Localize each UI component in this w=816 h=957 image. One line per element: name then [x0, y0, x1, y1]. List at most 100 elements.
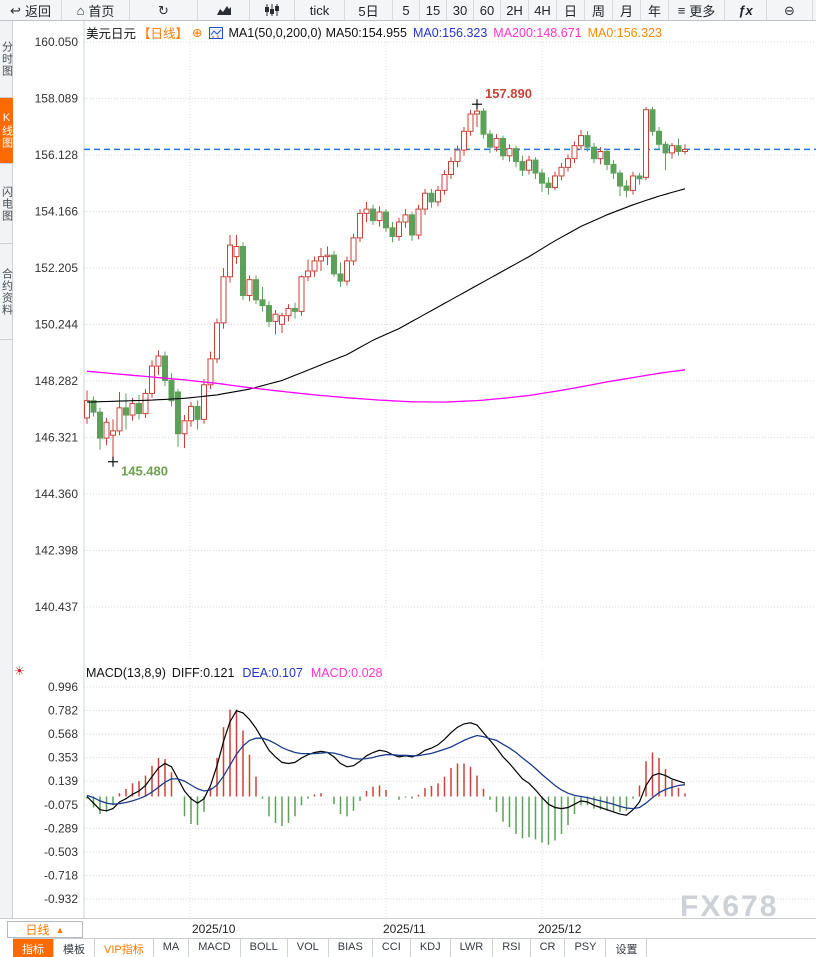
- ma200-value: MA200:148.671: [493, 25, 582, 40]
- svg-text:-0.718: -0.718: [44, 868, 78, 882]
- tick-button[interactable]: tick: [295, 0, 345, 20]
- tab-CR[interactable]: CR: [531, 939, 566, 957]
- tab-BOLL[interactable]: BOLL: [241, 939, 288, 957]
- candles-layer: [84, 104, 688, 462]
- indicator-settings-sun-icon[interactable]: ☀: [14, 664, 25, 678]
- tab-KDJ[interactable]: KDJ: [411, 939, 451, 957]
- svg-text:158.089: 158.089: [35, 92, 79, 106]
- period-4h-button[interactable]: 4H: [529, 0, 557, 20]
- sidebar-tab-合约资料[interactable]: 合约资料: [0, 244, 13, 340]
- svg-text:-0.503: -0.503: [44, 845, 78, 859]
- period-60-button[interactable]: 60: [474, 0, 501, 20]
- ma200-line: [86, 369, 686, 403]
- ma-indicator-icon[interactable]: [208, 26, 223, 39]
- back-button[interactable]: ↩ 返回: [0, 0, 62, 20]
- tab-MA[interactable]: MA: [154, 939, 190, 957]
- x-axis-label: 2025/11: [383, 922, 426, 936]
- svg-text:160.050: 160.050: [35, 35, 79, 49]
- macd-grid: 0.996 0.782 0.568 0.353 0.139 -0.075 -0.289 -0.…: [44, 660, 816, 918]
- period-15-button[interactable]: 15: [420, 0, 447, 20]
- macd-dea-line: [86, 734, 686, 810]
- ma50-value: MA50:154.955: [325, 25, 407, 40]
- tab-VOL[interactable]: VOL: [288, 939, 329, 957]
- line-chart-button[interactable]: [198, 0, 250, 20]
- tab-CCI[interactable]: CCI: [373, 939, 411, 957]
- period-day-label: 日: [563, 3, 577, 19]
- period-month-button[interactable]: 月: [613, 0, 641, 20]
- period-60-label: 60: [479, 2, 495, 18]
- tab-RSI[interactable]: RSI: [493, 939, 531, 957]
- svg-text:148.282: 148.282: [35, 374, 79, 388]
- candlestick-icon: [265, 4, 279, 16]
- price-chart[interactable]: 160.050 158.089 156.128 154.166 152.205 150.2…: [14, 20, 816, 660]
- period-4h-label: 4H: [534, 2, 551, 18]
- period-tag: 【日线】: [138, 27, 189, 41]
- svg-text:140.437: 140.437: [35, 600, 79, 614]
- period-day-button[interactable]: 日: [557, 0, 585, 20]
- macd-chart[interactable]: 0.996 0.782 0.568 0.353 0.139 -0.075 -0.289 -0.…: [14, 660, 816, 918]
- ma0-blue-value: MA0:156.323: [412, 25, 488, 40]
- period-15-label: 15: [425, 2, 441, 18]
- ma50-line: [86, 188, 686, 403]
- period-2h-button[interactable]: 2H: [501, 0, 529, 20]
- back-icon: ↩: [10, 2, 21, 18]
- period-5-label: 5: [402, 2, 410, 18]
- tab-MACD[interactable]: MACD: [189, 939, 241, 957]
- more-icon: ≡: [677, 2, 686, 18]
- svg-text:152.205: 152.205: [35, 261, 79, 275]
- tab-模板[interactable]: 模板: [54, 939, 95, 957]
- low-annotation: 145.480: [121, 464, 168, 479]
- tab-指标[interactable]: 指标: [13, 939, 54, 957]
- svg-text:-0.932: -0.932: [44, 892, 78, 906]
- add-symbol-icon[interactable]: ⊕: [192, 26, 203, 40]
- svg-text:142.398: 142.398: [35, 544, 79, 558]
- x-axis-label: 2025/10: [192, 922, 236, 936]
- zoom-out-icon: ⊖: [784, 2, 795, 18]
- period-5-button[interactable]: 5: [393, 0, 420, 20]
- macd-title-bar: MACD(13,8,9) DIFF:0.121 DEA:0.107 MACD:0…: [86, 666, 382, 680]
- period-year-label: 年: [647, 3, 661, 19]
- period-week-button[interactable]: 周: [585, 0, 613, 20]
- more-button[interactable]: ≡ 更多: [669, 0, 725, 20]
- period-5d-label: 5日: [358, 3, 379, 19]
- svg-text:-0.289: -0.289: [44, 821, 78, 835]
- home-label: 首页: [88, 3, 115, 19]
- period-5d-button[interactable]: 5日: [345, 0, 393, 20]
- fx-button[interactable]: ƒx: [725, 0, 767, 20]
- area-chart-icon: [216, 6, 231, 15]
- x-axis-row: 日线 ▲ 2025/10 2025/11 2025/12: [0, 918, 816, 938]
- sidebar-tab-闪电图[interactable]: 闪电图: [0, 164, 13, 244]
- period-selector[interactable]: 日线 ▲: [7, 921, 83, 938]
- x-axis-label: 2025/12: [538, 922, 582, 936]
- zoom-out-button[interactable]: ⊖: [767, 0, 813, 20]
- sidebar-tab-K线图[interactable]: K线图: [0, 98, 13, 164]
- tab-LWR[interactable]: LWR: [451, 939, 494, 957]
- tick-label: tick: [309, 2, 330, 18]
- back-label: 返回: [24, 3, 51, 19]
- home-button[interactable]: ⌂ 首页: [62, 0, 130, 20]
- sidebar: 分时图 K线图 闪电图 合约资料: [0, 20, 13, 918]
- period-30-button[interactable]: 30: [447, 0, 474, 20]
- svg-text:156.128: 156.128: [35, 148, 79, 162]
- svg-text:0.353: 0.353: [48, 751, 78, 765]
- period-year-button[interactable]: 年: [641, 0, 669, 20]
- tab-设置[interactable]: 设置: [606, 939, 648, 957]
- expand-triangle-icon: ▲: [55, 924, 65, 935]
- sidebar-tab-分时图[interactable]: 分时图: [0, 20, 13, 98]
- period-label: 日线: [25, 923, 50, 937]
- svg-text:0.996: 0.996: [48, 680, 78, 694]
- tab-PSY[interactable]: PSY: [565, 939, 607, 957]
- tab-BIAS[interactable]: BIAS: [329, 939, 373, 957]
- price-annotations: 157.890 145.480: [108, 86, 532, 479]
- macd-histogram: [86, 709, 686, 845]
- svg-text:150.244: 150.244: [35, 318, 79, 332]
- symbol-name: 美元日元: [86, 27, 137, 41]
- macd-value: MACD:0.028: [310, 666, 383, 680]
- ma0-orange-value: MA0:156.323: [587, 25, 662, 40]
- macd-diff-value: DIFF:0.121: [171, 666, 235, 680]
- candle-chart-button[interactable]: [250, 0, 295, 20]
- refresh-button[interactable]: ↻: [130, 0, 198, 20]
- svg-text:154.166: 154.166: [35, 205, 79, 219]
- tab-VIP指标[interactable]: VIP指标: [95, 939, 154, 957]
